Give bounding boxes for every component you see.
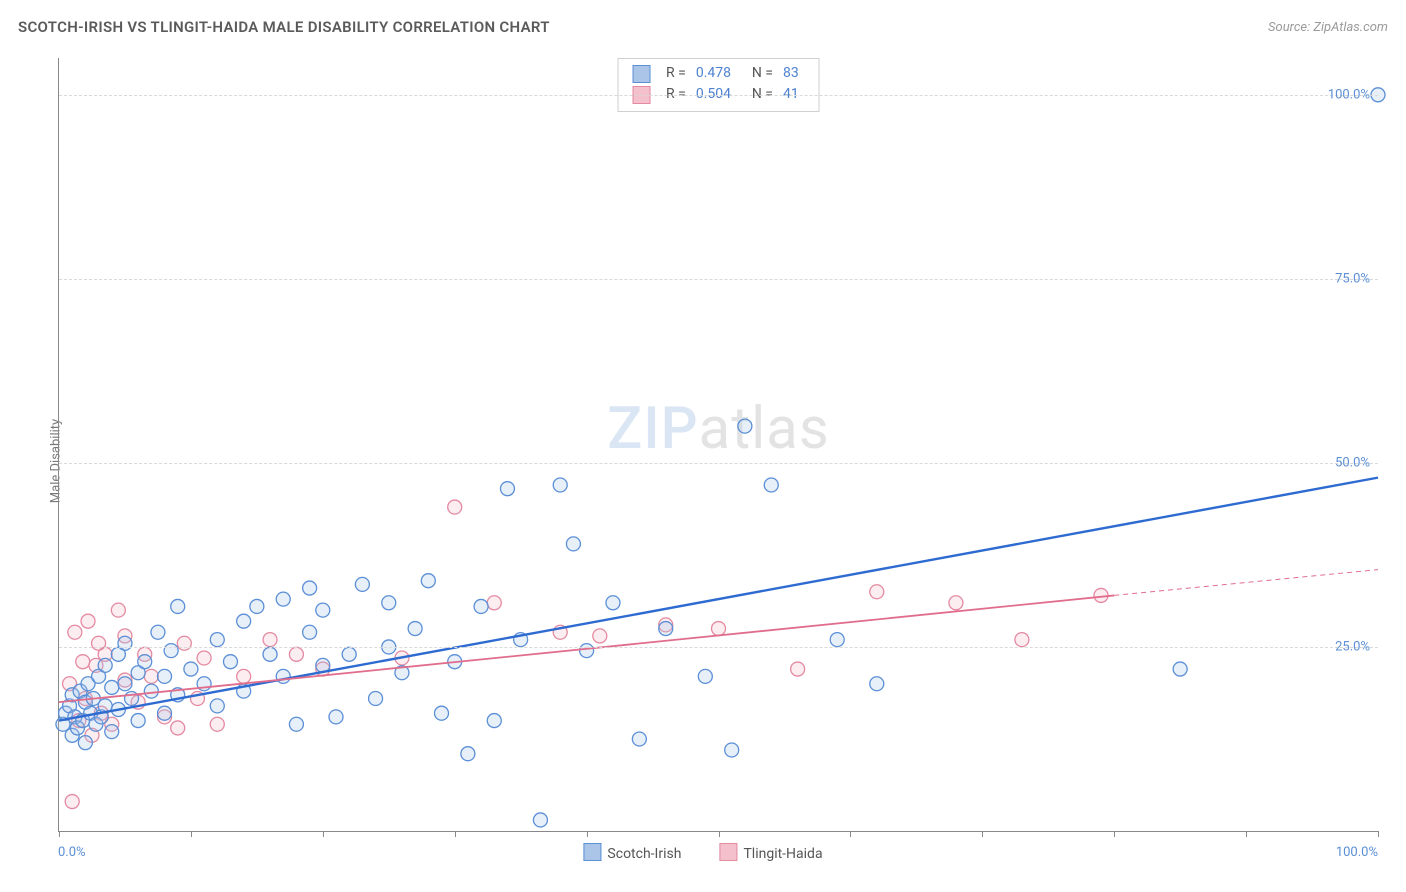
data-point [237,614,251,628]
data-point [81,614,95,628]
legend-swatch [583,843,601,861]
data-point [533,813,547,827]
data-point [158,669,172,683]
data-point [659,622,673,636]
data-point [210,699,224,713]
data-point [171,721,185,735]
data-point [76,655,90,669]
y-tick-label: 50.0% [1335,455,1370,470]
data-point [111,603,125,617]
data-point [276,592,290,606]
data-point [606,596,620,610]
data-point [1173,662,1187,676]
data-point [487,596,501,610]
legend-item: Tlingit-Haida [719,843,822,862]
data-point [197,651,211,665]
data-point [738,419,752,433]
stats-legend: R =0.478N =83R =0.504N =41 [617,58,820,112]
data-point [303,581,317,595]
data-point [382,596,396,610]
data-point [408,622,422,636]
data-point [289,717,303,731]
data-point [105,725,119,739]
data-point [144,669,158,683]
data-point [553,478,567,492]
data-point [78,736,92,750]
data-point [342,647,356,661]
legend-swatch [719,843,737,861]
data-point [250,599,264,613]
data-point [421,574,435,588]
source-label: Source: ZipAtlas.com [1268,20,1388,35]
x-axis-max-label: 100.0% [1336,845,1378,860]
data-point [68,625,82,639]
data-point [355,577,369,591]
data-point [65,795,79,809]
data-point [870,585,884,599]
data-point [1015,633,1029,647]
data-point [177,636,191,650]
data-point [435,706,449,720]
data-point [791,662,805,676]
x-axis-min-label: 0.0% [58,845,86,860]
data-point [830,633,844,647]
data-point [184,662,198,676]
data-point [487,714,501,728]
data-point [474,599,488,613]
data-point [949,596,963,610]
data-point [712,622,726,636]
data-point [138,655,152,669]
data-point [118,677,132,691]
data-point [118,636,132,650]
data-point [210,633,224,647]
data-point [593,629,607,643]
series-legend: Scotch-Irish Tlingit-Haida [583,843,822,862]
chart-container: Male Disability ZIPatlas R =0.478N =83R … [18,48,1388,874]
data-point [500,482,514,496]
plot-area: ZIPatlas R =0.478N =83R =0.504N =41 25.0… [58,58,1378,832]
data-point [164,644,178,658]
data-point [171,599,185,613]
plot-svg [59,58,1378,831]
data-point [316,603,330,617]
data-point [461,747,475,761]
data-point [289,647,303,661]
data-point [210,717,224,731]
data-point [580,644,594,658]
data-point [144,684,158,698]
legend-item: Scotch-Irish [583,843,681,862]
data-point [237,669,251,683]
data-point [329,710,343,724]
legend-swatch [632,65,650,83]
data-point [303,625,317,639]
data-point [151,625,165,639]
data-point [698,669,712,683]
y-tick-label: 25.0% [1335,639,1370,654]
data-point [105,680,119,694]
data-point [369,691,383,705]
data-point [764,478,778,492]
data-point [448,500,462,514]
data-point [98,658,112,672]
data-point [632,732,646,746]
data-point [870,677,884,691]
y-tick-label: 75.0% [1335,271,1370,286]
data-point [725,743,739,757]
chart-title: SCOTCH-IRISH VS TLINGIT-HAIDA MALE DISAB… [18,18,550,36]
data-point [223,655,237,669]
data-point [263,633,277,647]
y-tick-label: 100.0% [1328,87,1370,102]
data-point [263,647,277,661]
stats-row: R =0.478N =83 [632,63,805,84]
data-point [566,537,580,551]
data-point [131,714,145,728]
data-point [158,706,172,720]
